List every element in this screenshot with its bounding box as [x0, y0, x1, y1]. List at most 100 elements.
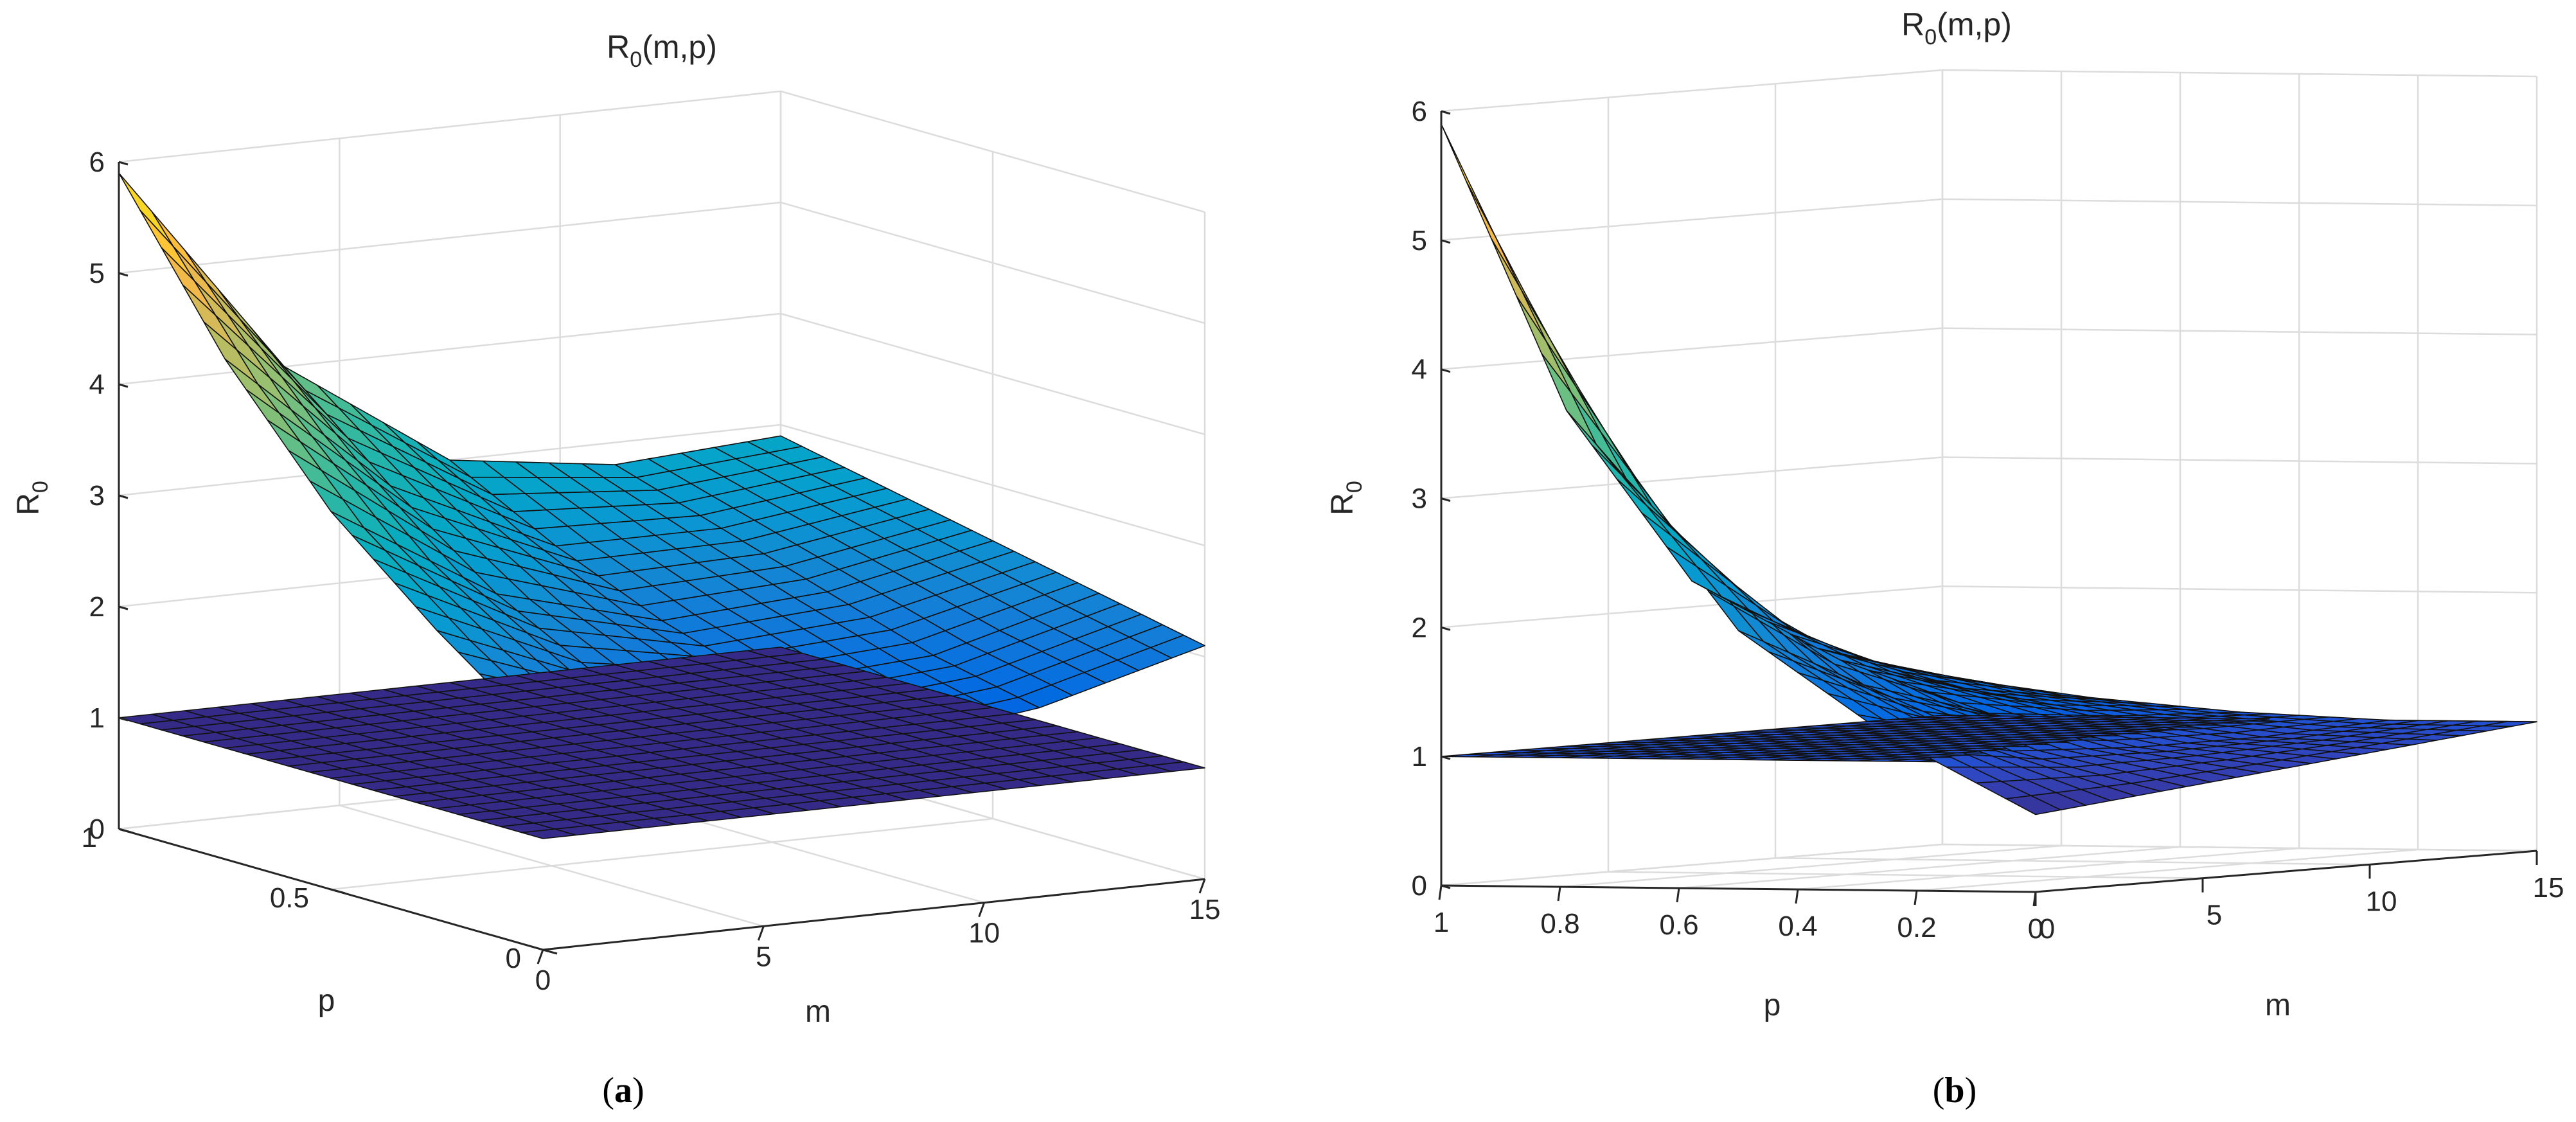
surface-patch [1520, 289, 1577, 387]
surface-patch [1516, 295, 1572, 394]
title-a: R0(m,p) [607, 29, 717, 72]
p-tick [1676, 887, 1680, 903]
grid-line [1942, 69, 2537, 78]
m-tick-label: 0 [2039, 913, 2055, 945]
surface-patch [1917, 715, 1973, 718]
p-tick-label: 0 [506, 943, 521, 974]
m-tick-label: 10 [968, 918, 1000, 949]
z-tick [1441, 755, 1451, 760]
p-tick-label: 0 [2028, 913, 2043, 945]
grid-line [1441, 198, 1943, 242]
surface-patch [1616, 478, 1673, 537]
z-tick [1441, 239, 1451, 244]
caption-b: (b) [1933, 1071, 1976, 1110]
grid-line [1441, 456, 1943, 499]
z-tick-label: 6 [89, 147, 105, 178]
panel-b: 0 1 2 3 4 5 6 0 0.2 0.4 0.6 0.8 1 0 5 10 15 R0(m,p) R0 m… [1285, 0, 2576, 1122]
p-tick-label: 0.4 [1778, 911, 1817, 942]
xlabel-b: m [2265, 988, 2291, 1022]
grid-line [1942, 198, 2537, 207]
z-tick [118, 717, 129, 722]
surface-patch [747, 435, 803, 454]
p-tick-label: 0.2 [1897, 912, 1936, 943]
zlabel-b: R0 [1326, 481, 1367, 515]
p-tick-label: 1 [82, 822, 97, 853]
z-tick [118, 494, 129, 499]
grid-line [330, 817, 993, 891]
ylabel-a: p [318, 984, 335, 1018]
p-tick [1795, 889, 1799, 904]
m-tick-label: 0 [535, 965, 551, 996]
p-axis-line [1441, 884, 2036, 893]
p-tick-label: 1 [1434, 907, 1449, 938]
z-tick-label: 2 [1412, 612, 1427, 643]
z-tick [1441, 884, 1451, 889]
m-tick [978, 902, 986, 918]
surface-patch [1621, 474, 1677, 533]
surface-patch [1466, 181, 1522, 290]
grid-line [118, 201, 781, 274]
z-tick-label: 1 [89, 702, 105, 734]
grid-line [1797, 847, 2300, 891]
grid-line [1775, 857, 2370, 866]
z-tick-label: 5 [1412, 225, 1427, 256]
z-tick-label: 4 [1412, 354, 1427, 386]
surface-a [118, 172, 1205, 839]
p-tick-label: 0.8 [1540, 908, 1579, 939]
surface-patch [747, 646, 803, 657]
grid-line [1441, 585, 1943, 628]
m-tick-label: 15 [2533, 872, 2564, 904]
z-tick [1441, 368, 1451, 373]
z-tick [1441, 110, 1451, 115]
z-tick-label: 4 [89, 369, 105, 400]
m-tick [1198, 878, 1206, 894]
grid-line [1942, 327, 2537, 335]
grid-line [1608, 871, 2203, 879]
grid-line [1942, 585, 2537, 594]
z-tick [118, 272, 129, 277]
grid-line [1441, 69, 1943, 112]
grid-line [1942, 843, 2537, 852]
xlabel-a: m [805, 995, 831, 1029]
z-tick [118, 605, 129, 610]
surface-patch [118, 172, 174, 247]
p-tick-label: 0.6 [1659, 909, 1698, 941]
p-tick [1914, 890, 1918, 905]
p-tick [1438, 885, 1443, 900]
surface-patch [1541, 353, 1597, 445]
grid-line [1441, 843, 1943, 887]
p-tick [1557, 886, 1561, 902]
surface-patch [1917, 670, 1973, 682]
grid-line [1441, 327, 1943, 370]
z-tick-label: 0 [1412, 870, 1427, 902]
grid-line [1942, 456, 2537, 465]
m-tick-label: 5 [756, 941, 771, 972]
p-tick [330, 888, 346, 895]
p-tick [542, 948, 558, 955]
z-tick-label: 3 [1412, 483, 1427, 515]
z-tick-label: 6 [1412, 96, 1427, 127]
p-tick [118, 828, 134, 834]
m-tick-label: 15 [1189, 894, 1221, 925]
z-tick-label: 3 [89, 480, 105, 512]
m-axis-line [2035, 850, 2537, 893]
z-tick [1441, 497, 1451, 502]
m-tick-label: 10 [2366, 886, 2397, 917]
grid-line [118, 312, 781, 386]
surface-patch [1491, 238, 1547, 342]
grid-line [1916, 848, 2419, 892]
z-tick [118, 383, 129, 388]
m-axis-line [542, 878, 1205, 951]
z-tick [1441, 626, 1451, 631]
m-tick [537, 949, 544, 965]
p-tick-label: 0.5 [270, 882, 309, 914]
z-tick-label: 2 [89, 591, 105, 623]
surface-patch [1570, 392, 1627, 479]
surface-patch [1641, 512, 1698, 567]
title-b: R0(m,p) [1901, 6, 2012, 49]
grid-line [1559, 844, 2062, 888]
zlabel-a: R0 [12, 481, 53, 515]
